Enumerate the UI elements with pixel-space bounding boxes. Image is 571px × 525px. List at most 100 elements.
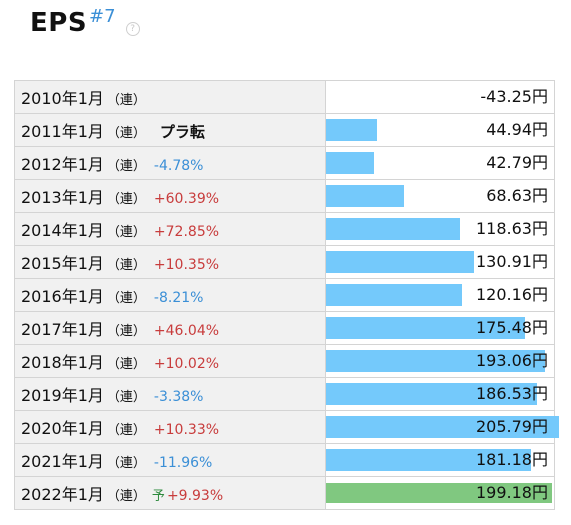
change-label: +46.04% <box>153 323 220 339</box>
eps-value: 175.48円 <box>476 318 548 337</box>
eps-bar <box>326 449 531 471</box>
consolidated-label: （連） <box>106 126 146 141</box>
chart-header: EPS #7? <box>30 6 140 48</box>
eps-table: 2010年1月 （連） -43.25円 2011年1月 （連） プラ転 44.94円 2012… <box>14 80 559 510</box>
bar-cell: 42.79円 <box>325 146 555 180</box>
eps-value: 130.91円 <box>476 252 548 271</box>
change-label: +10.33% <box>153 422 220 438</box>
change-label: プラ転 <box>159 123 205 141</box>
period-label: 2015年1月 <box>21 254 104 273</box>
consolidated-label: （連） <box>106 390 146 405</box>
table-row: 2016年1月 （連） -8.21% 120.16円 <box>14 278 555 312</box>
eps-value: -43.25円 <box>480 87 548 106</box>
period-label: 2012年1月 <box>21 155 104 174</box>
eps-bar <box>326 152 374 174</box>
period-cell: 2013年1月 （連） +60.39% <box>14 179 326 213</box>
table-row: 2021年1月 （連） -11.96% 181.18円 <box>14 443 555 477</box>
period-cell: 2016年1月 （連） -8.21% <box>14 278 326 312</box>
bar-cell: 44.94円 <box>325 113 555 147</box>
period-cell: 2020年1月 （連） +10.33% <box>14 410 326 444</box>
table-row: 2010年1月 （連） -43.25円 <box>14 80 555 114</box>
question-circle-icon[interactable]: ? <box>125 21 140 36</box>
forecast-badge: 予 <box>151 489 165 504</box>
bar-cell: 186.53円 <box>325 377 555 411</box>
period-cell: 2011年1月 （連） プラ転 <box>14 113 326 147</box>
eps-bar <box>326 483 552 503</box>
eps-bar <box>326 416 559 438</box>
eps-value: 68.63円 <box>486 186 548 205</box>
period-cell: 2019年1月 （連） -3.38% <box>14 377 326 411</box>
period-label: 2010年1月 <box>21 89 104 108</box>
eps-value: 181.18円 <box>476 450 548 469</box>
change-label: -8.21% <box>153 290 204 306</box>
period-label: 2020年1月 <box>21 419 104 438</box>
change-label: +10.02% <box>153 356 220 372</box>
consolidated-label: （連） <box>106 456 146 471</box>
eps-value: 42.79円 <box>486 153 548 172</box>
consolidated-label: （連） <box>106 291 146 306</box>
bar-cell: 130.91円 <box>325 245 555 279</box>
change-label: -4.78% <box>153 158 204 174</box>
eps-value: 44.94円 <box>486 120 548 139</box>
period-cell: 2010年1月 （連） <box>14 80 326 114</box>
table-row: 2022年1月 （連） 予 +9.93% 199.18円 <box>14 476 555 510</box>
eps-bar <box>326 119 377 141</box>
period-label: 2017年1月 <box>21 320 104 339</box>
change-label: +72.85% <box>153 224 220 240</box>
change-label: -11.96% <box>153 455 213 471</box>
period-label: 2022年1月 <box>21 485 104 504</box>
eps-bar <box>326 185 404 207</box>
eps-value: 193.06円 <box>476 351 548 370</box>
consolidated-label: （連） <box>106 93 146 108</box>
table-row: 2017年1月 （連） +46.04% 175.48円 <box>14 311 555 345</box>
consolidated-label: （連） <box>106 192 146 207</box>
eps-bar <box>326 251 474 273</box>
change-label: +10.35% <box>153 257 220 273</box>
period-cell: 2014年1月 （連） +72.85% <box>14 212 326 246</box>
period-cell: 2017年1月 （連） +46.04% <box>14 311 326 345</box>
page-title: EPS <box>30 8 88 38</box>
period-label: 2018年1月 <box>21 353 104 372</box>
bar-cell: 205.79円 <box>325 410 559 444</box>
eps-bar <box>326 317 525 339</box>
eps-bar <box>326 218 460 240</box>
table-row: 2014年1月 （連） +72.85% 118.63円 <box>14 212 555 246</box>
period-label: 2014年1月 <box>21 221 104 240</box>
eps-value: 120.16円 <box>476 285 548 304</box>
bar-cell: 120.16円 <box>325 278 555 312</box>
table-row: 2015年1月 （連） +10.35% 130.91円 <box>14 245 555 279</box>
consolidated-label: （連） <box>106 225 146 240</box>
eps-bar <box>326 383 537 405</box>
period-label: 2013年1月 <box>21 188 104 207</box>
consolidated-label: （連） <box>106 324 146 339</box>
period-cell: 2018年1月 （連） +10.02% <box>14 344 326 378</box>
change-label: -3.38% <box>153 389 204 405</box>
consolidated-label: （連） <box>106 159 146 174</box>
bar-cell: 118.63円 <box>325 212 555 246</box>
rank-link[interactable]: #7 <box>89 6 116 27</box>
eps-bar <box>326 350 545 372</box>
eps-bar <box>326 284 462 306</box>
eps-value: 186.53円 <box>476 384 548 403</box>
table-row: 2020年1月 （連） +10.33% 205.79円 <box>14 410 559 444</box>
period-label: 2019年1月 <box>21 386 104 405</box>
bar-cell: 175.48円 <box>325 311 555 345</box>
table-row: 2019年1月 （連） -3.38% 186.53円 <box>14 377 555 411</box>
table-row: 2013年1月 （連） +60.39% 68.63円 <box>14 179 555 213</box>
bar-cell: 181.18円 <box>325 443 555 477</box>
period-cell: 2021年1月 （連） -11.96% <box>14 443 326 477</box>
table-row: 2011年1月 （連） プラ転 44.94円 <box>14 113 555 147</box>
table-row: 2018年1月 （連） +10.02% 193.06円 <box>14 344 555 378</box>
bar-cell: 199.18円 <box>325 476 555 510</box>
change-label: +60.39% <box>153 191 220 207</box>
consolidated-label: （連） <box>106 258 146 273</box>
eps-value: 118.63円 <box>476 219 548 238</box>
change-label: +9.93% <box>166 488 224 504</box>
period-label: 2016年1月 <box>21 287 104 306</box>
period-label: 2021年1月 <box>21 452 104 471</box>
period-label: 2011年1月 <box>21 122 104 141</box>
period-cell: 2015年1月 （連） +10.35% <box>14 245 326 279</box>
bar-cell: 68.63円 <box>325 179 555 213</box>
consolidated-label: （連） <box>106 423 146 438</box>
table-row: 2012年1月 （連） -4.78% 42.79円 <box>14 146 555 180</box>
